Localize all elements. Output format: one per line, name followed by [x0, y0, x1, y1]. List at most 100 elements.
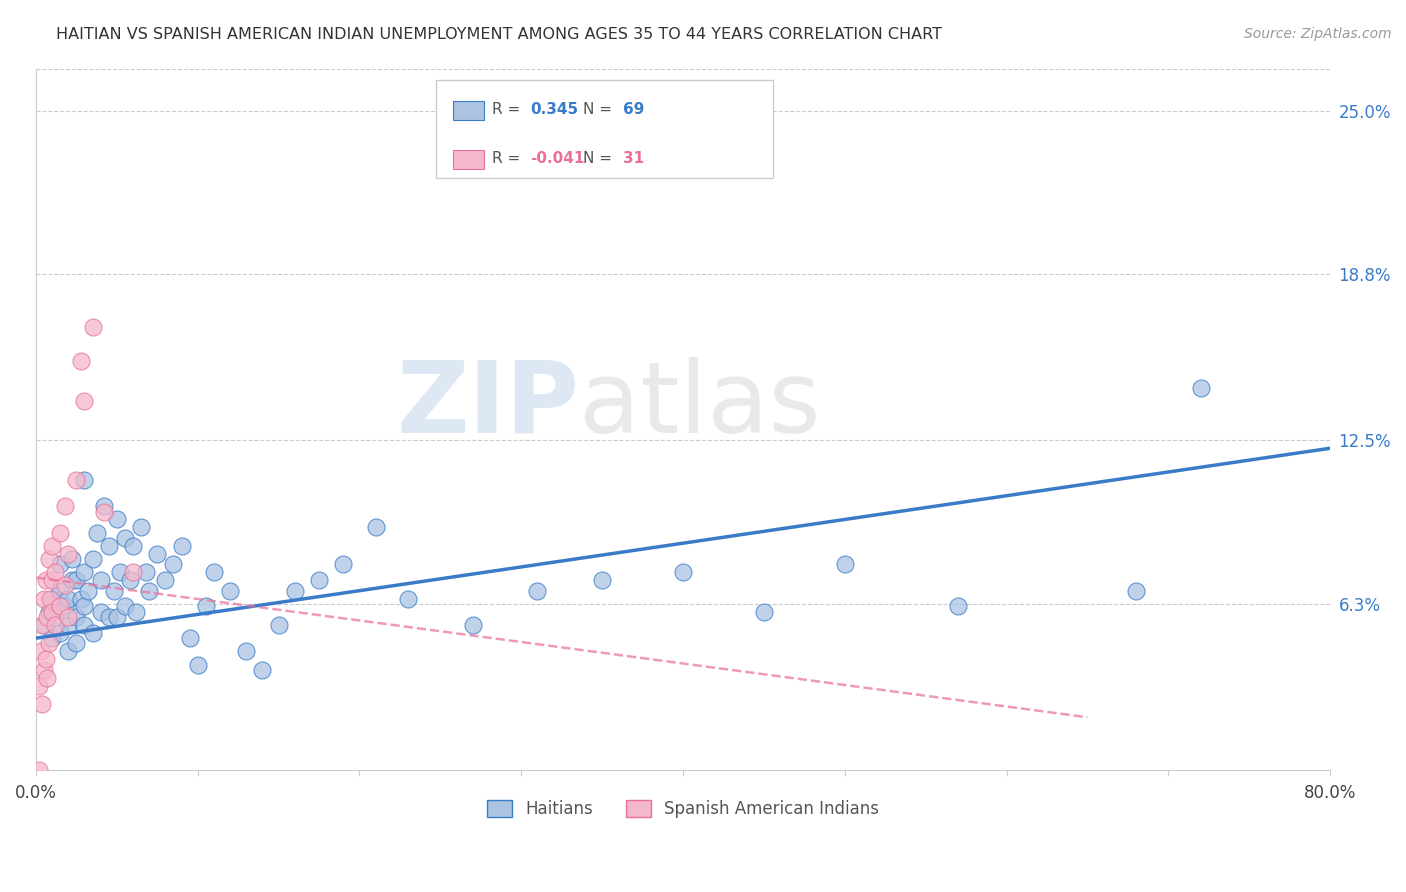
Point — [93, 500, 115, 514]
Point — [31, 697, 53, 711]
Point — [44, 610, 66, 624]
Point — [219, 583, 242, 598]
Point — [58, 547, 80, 561]
Point — [834, 558, 856, 572]
Text: 69: 69 — [623, 103, 644, 117]
Text: atlas: atlas — [579, 357, 821, 454]
Point — [73, 565, 96, 579]
Point — [97, 539, 120, 553]
Point — [38, 605, 60, 619]
Point — [105, 610, 128, 624]
Point — [135, 565, 157, 579]
Point — [32, 591, 55, 606]
Point — [70, 354, 93, 368]
Point — [364, 520, 387, 534]
Point — [65, 610, 87, 624]
Point — [34, 573, 56, 587]
Point — [1189, 381, 1212, 395]
Point — [672, 565, 695, 579]
Point — [41, 631, 63, 645]
Text: Source: ZipAtlas.com: Source: ZipAtlas.com — [1244, 27, 1392, 41]
Point — [30, 644, 52, 658]
Point — [162, 558, 184, 572]
Point — [1125, 583, 1147, 598]
Text: N =: N = — [583, 152, 617, 166]
Point — [526, 583, 548, 598]
Point — [90, 605, 112, 619]
Point — [194, 599, 217, 614]
Text: N =: N = — [583, 103, 617, 117]
Point — [118, 573, 141, 587]
Point — [53, 578, 76, 592]
Point — [187, 657, 209, 672]
Point — [235, 644, 257, 658]
Point — [49, 558, 72, 572]
Point — [37, 671, 59, 685]
Text: ZIP: ZIP — [396, 357, 579, 454]
Point — [41, 591, 63, 606]
Point — [76, 583, 98, 598]
Point — [97, 610, 120, 624]
Point — [58, 591, 80, 606]
Point — [114, 531, 136, 545]
Point — [105, 512, 128, 526]
Point — [129, 520, 152, 534]
Point — [82, 320, 104, 334]
Point — [73, 599, 96, 614]
Point — [73, 393, 96, 408]
Text: R =: R = — [492, 152, 530, 166]
Point — [41, 539, 63, 553]
Point — [58, 644, 80, 658]
Point — [58, 610, 80, 624]
Point — [179, 631, 201, 645]
Point — [86, 525, 108, 540]
Point — [252, 663, 274, 677]
Point — [146, 547, 169, 561]
Point — [44, 565, 66, 579]
Point — [39, 591, 62, 606]
Point — [53, 599, 76, 614]
Point — [82, 552, 104, 566]
Text: 31: 31 — [623, 152, 644, 166]
Point — [332, 558, 354, 572]
Point — [65, 573, 87, 587]
Legend: Haitians, Spanish American Indians: Haitians, Spanish American Indians — [479, 793, 886, 825]
Point — [38, 552, 60, 566]
Point — [60, 552, 83, 566]
Point — [49, 525, 72, 540]
Point — [58, 618, 80, 632]
Point — [65, 636, 87, 650]
Point — [267, 618, 290, 632]
Point — [114, 599, 136, 614]
Point — [28, 679, 51, 693]
Point — [73, 473, 96, 487]
Point — [122, 565, 145, 579]
Point — [28, 763, 51, 777]
Point — [122, 539, 145, 553]
Point — [70, 591, 93, 606]
Text: R =: R = — [492, 103, 530, 117]
Point — [31, 618, 53, 632]
Point — [60, 573, 83, 587]
Point — [946, 599, 969, 614]
Point — [82, 625, 104, 640]
Point — [591, 573, 613, 587]
Point — [90, 573, 112, 587]
Point — [155, 573, 177, 587]
Point — [32, 663, 55, 677]
Point — [752, 605, 775, 619]
Point — [103, 583, 125, 598]
Point — [37, 610, 59, 624]
Text: 0.345: 0.345 — [530, 103, 578, 117]
Point — [49, 599, 72, 614]
Point — [38, 636, 60, 650]
Point — [138, 583, 160, 598]
Point — [125, 605, 148, 619]
Point — [49, 583, 72, 598]
Point — [65, 473, 87, 487]
Point — [32, 618, 55, 632]
Point — [49, 625, 72, 640]
Point — [202, 565, 225, 579]
Point — [308, 573, 330, 587]
Text: -0.041: -0.041 — [530, 152, 585, 166]
